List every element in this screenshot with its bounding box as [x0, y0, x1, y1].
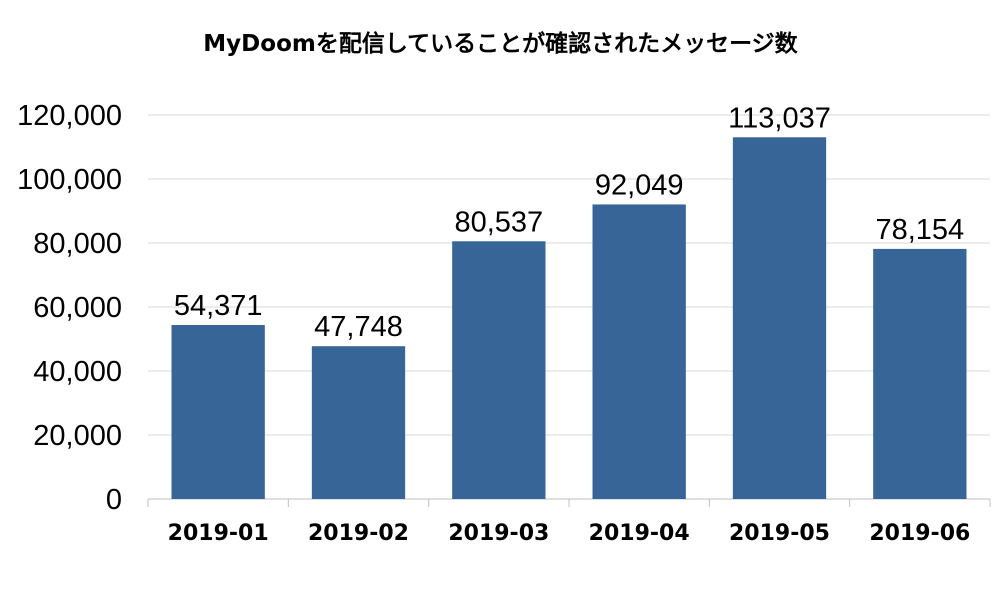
- data-label: 113,037: [728, 102, 831, 134]
- bar: [452, 241, 546, 499]
- bar: [311, 346, 406, 499]
- data-label: 80,537: [454, 206, 543, 238]
- data-label: 47,748: [314, 311, 403, 343]
- y-tick-label: 40,000: [33, 356, 122, 388]
- bar: [873, 248, 967, 499]
- bar: [592, 204, 686, 499]
- y-tick-label: 120,000: [17, 100, 122, 132]
- x-tick-label: 2019-03: [448, 521, 549, 546]
- x-tick-label: 2019-01: [168, 521, 269, 546]
- bar: [171, 325, 265, 499]
- x-tick-label: 2019-04: [589, 521, 690, 546]
- x-tick-label: 2019-02: [308, 521, 409, 546]
- bar: [732, 137, 827, 499]
- data-label: 92,049: [595, 169, 684, 201]
- y-tick-label: 80,000: [33, 228, 122, 260]
- x-tick-label: 2019-06: [869, 521, 970, 546]
- y-tick-label: 100,000: [17, 164, 122, 196]
- data-label: 54,371: [174, 290, 263, 322]
- chart-title: MyDoomを配信していることが確認されたメッセージ数: [203, 31, 798, 57]
- y-tick-label: 60,000: [33, 292, 122, 324]
- y-tick-label: 0: [106, 484, 122, 516]
- y-tick-label: 20,000: [33, 420, 122, 452]
- data-label: 78,154: [875, 214, 964, 246]
- x-tick-label: 2019-05: [729, 521, 830, 546]
